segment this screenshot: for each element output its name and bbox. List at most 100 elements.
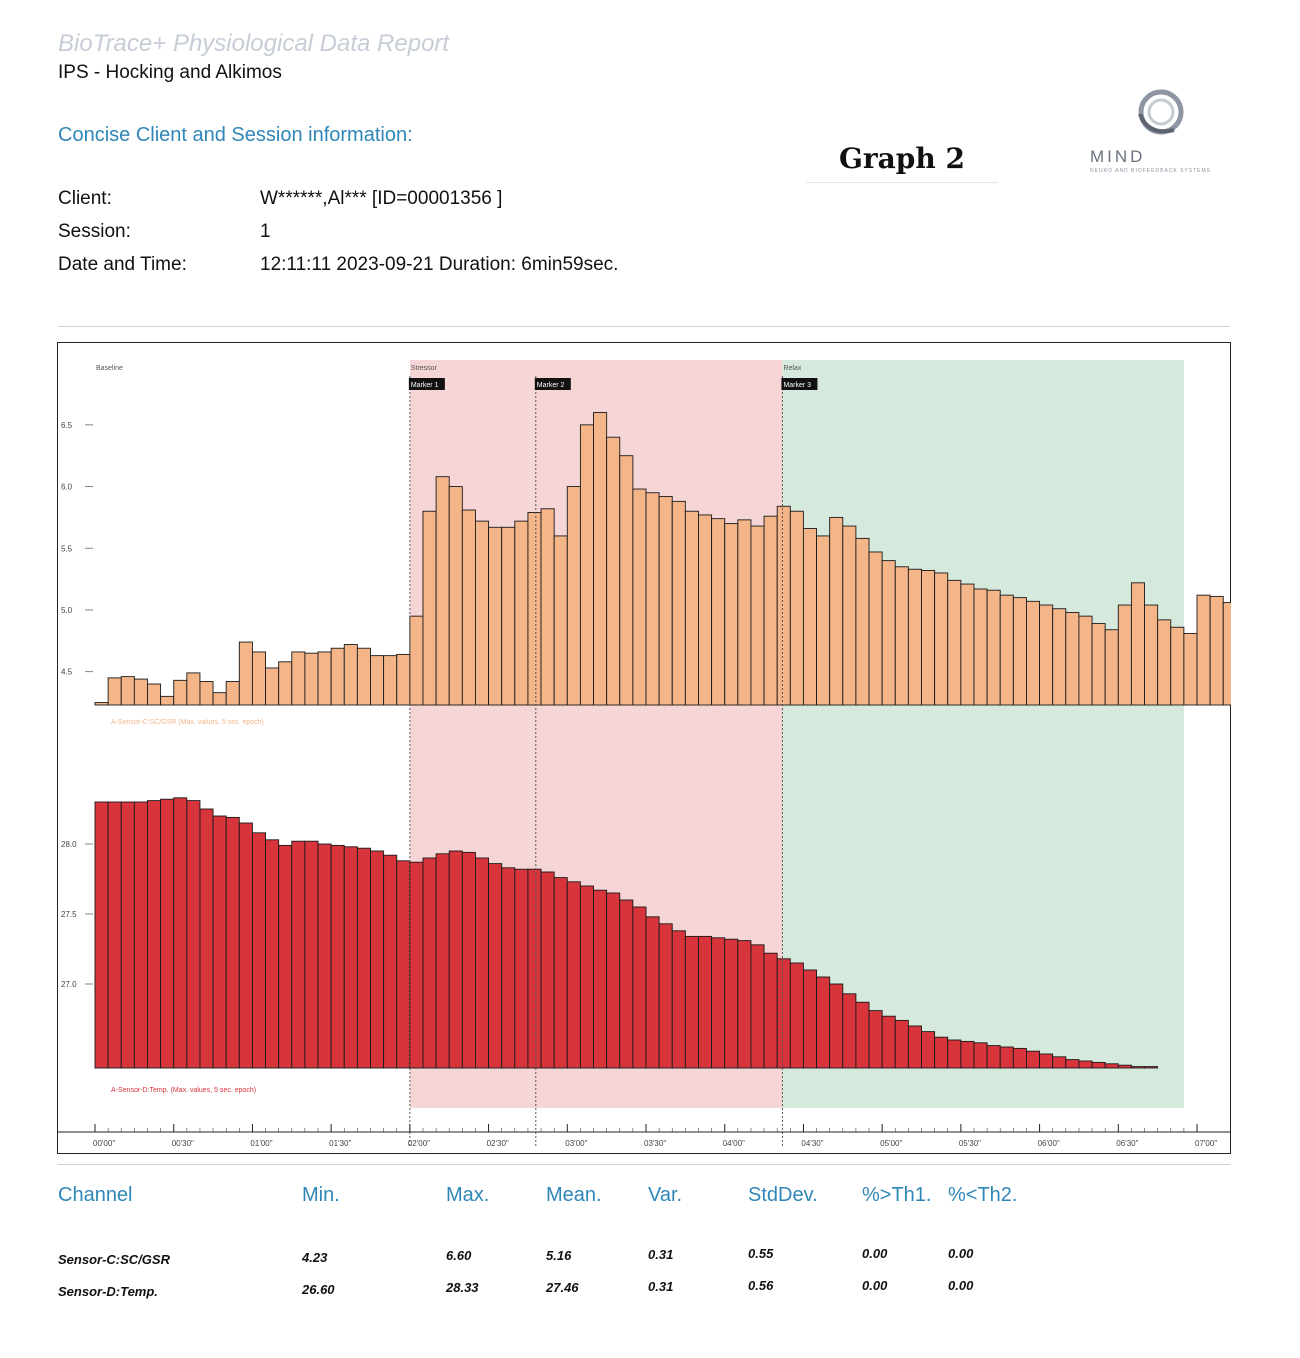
bar xyxy=(671,500,686,706)
bar xyxy=(475,857,490,1069)
bar xyxy=(343,846,358,1069)
mind-logo-icon xyxy=(1138,89,1184,135)
bar xyxy=(658,923,673,1069)
bar xyxy=(1052,608,1067,706)
x-tick-label: 04'30" xyxy=(801,1139,823,1148)
bar xyxy=(907,1025,922,1069)
stats-header-stddev: StdDev. xyxy=(748,1184,818,1206)
bar xyxy=(278,661,293,706)
x-tick-label: 05'00" xyxy=(880,1139,902,1148)
bar xyxy=(540,508,555,706)
phase-label: Stressor xyxy=(411,365,438,372)
bar xyxy=(789,510,804,706)
series-label: A-Sensor-C:SC/GSR (Max. values, 5 sec. e… xyxy=(111,719,264,726)
bar xyxy=(658,495,673,706)
bar xyxy=(488,526,503,706)
bar xyxy=(907,568,922,706)
bar xyxy=(776,505,791,706)
bar xyxy=(750,944,765,1069)
bar xyxy=(855,1001,870,1069)
session-label: Session: xyxy=(58,221,131,242)
bar xyxy=(304,652,319,706)
x-tick-label: 02'00" xyxy=(408,1139,430,1148)
bar xyxy=(1052,1056,1067,1069)
x-tick-label: 07'00" xyxy=(1195,1139,1217,1148)
bar xyxy=(1130,1066,1145,1069)
stats-header-mean: Mean. xyxy=(546,1184,602,1206)
bar xyxy=(645,492,660,706)
bar xyxy=(881,1015,896,1069)
bar xyxy=(724,938,739,1069)
stats-header-max: Max. xyxy=(446,1184,490,1206)
x-tick-label: 06'00" xyxy=(1038,1139,1060,1148)
divider xyxy=(58,326,1230,327)
bar xyxy=(737,940,752,1069)
x-tick-label: 04'00" xyxy=(723,1139,745,1148)
bar xyxy=(173,797,188,1069)
bar xyxy=(1091,1061,1106,1069)
bar xyxy=(868,551,883,706)
bar xyxy=(186,800,201,1069)
stats-cell: 0.31 xyxy=(648,1247,674,1262)
bar xyxy=(566,881,581,1069)
stats-cell: Sensor-D:Temp. xyxy=(58,1284,158,1299)
bar xyxy=(921,1031,936,1069)
graph-label: Graph 2 xyxy=(806,136,998,183)
datetime-value: 12:11:11 2023-09-21 Duration: 6min59sec. xyxy=(260,254,619,275)
x-tick-label: 00'30" xyxy=(172,1139,194,1148)
bar xyxy=(94,702,109,706)
session-chart: Baseline Stressor Relax 6.5 6.0 5.5 5.0 4.5 A-Se… xyxy=(57,360,1231,1148)
bar xyxy=(553,877,568,1069)
phase-label: Baseline xyxy=(96,365,123,372)
bar xyxy=(1104,629,1119,706)
divider-bottom xyxy=(58,1164,1230,1165)
bar xyxy=(724,523,739,706)
stats-cell: 0.00 xyxy=(862,1278,888,1293)
bar xyxy=(212,692,227,706)
bar xyxy=(435,476,450,706)
bar xyxy=(199,681,214,706)
bar xyxy=(107,677,122,706)
bar xyxy=(842,525,857,706)
bar xyxy=(186,672,201,706)
bar xyxy=(1196,594,1211,706)
bar xyxy=(1078,1060,1093,1069)
bar xyxy=(265,667,280,706)
bar xyxy=(763,952,778,1069)
logo-tagline: NEURO AND BIOFEEDBACK SYSTEMS xyxy=(1090,168,1211,174)
y-tick-label: 5.0 xyxy=(61,606,73,615)
bar xyxy=(501,867,516,1069)
bar xyxy=(894,1019,909,1069)
bar xyxy=(133,801,148,1069)
bar xyxy=(947,579,962,706)
bar xyxy=(514,868,529,1069)
bar xyxy=(1078,615,1093,706)
report-title: BioTrace+ Physiological Data Report xyxy=(58,30,450,57)
bar xyxy=(225,816,240,1069)
bar xyxy=(422,857,437,1069)
stats-cell: Sensor-C:SC/GSR xyxy=(58,1252,170,1267)
bar xyxy=(475,520,490,706)
bar xyxy=(461,851,476,1069)
organization-name: IPS - Hocking and Alkimos xyxy=(58,62,282,83)
bar xyxy=(370,655,385,706)
stats-cell: 0.00 xyxy=(948,1278,974,1293)
bar xyxy=(645,916,660,1069)
bar xyxy=(632,488,647,706)
bar xyxy=(356,847,371,1069)
bar xyxy=(461,509,476,706)
bar xyxy=(619,455,634,706)
bar xyxy=(383,854,398,1069)
bar xyxy=(107,801,122,1069)
stats-cell: 27.46 xyxy=(546,1280,579,1295)
bar xyxy=(514,520,529,706)
bar xyxy=(1091,623,1106,706)
bar xyxy=(960,1040,975,1069)
bar xyxy=(448,850,463,1069)
bar xyxy=(1130,582,1145,706)
bar xyxy=(396,653,411,706)
y-tick-label: 6.0 xyxy=(61,483,73,492)
bar xyxy=(238,641,253,706)
x-tick-label: 00'00" xyxy=(93,1139,115,1148)
bar xyxy=(94,801,109,1069)
